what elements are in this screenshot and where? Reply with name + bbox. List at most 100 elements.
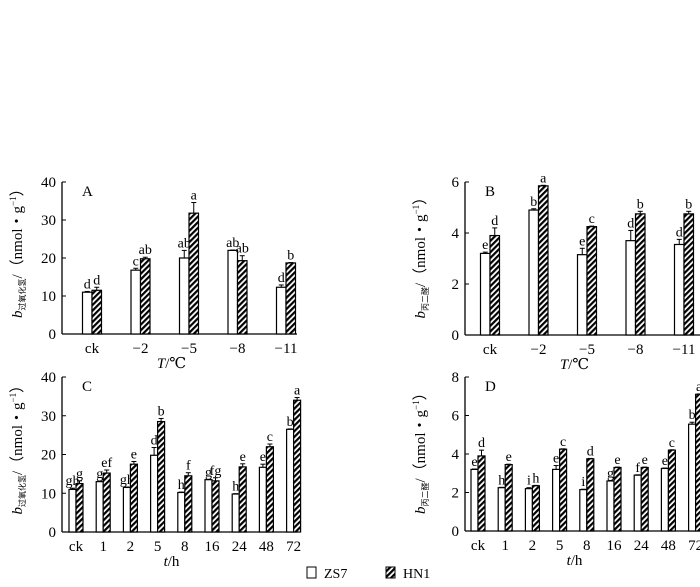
x-tick-label: 48 [259,539,274,555]
significance-letter: e [579,234,585,249]
significance-letter: e [471,455,477,470]
x-axis-label: t/h [164,554,180,570]
x-axis-label: t/h [567,553,583,569]
significance-letter: d [151,434,158,449]
y-axis-label: b过氧化氢/（nmol・g−1） [8,181,27,318]
bar-zs7 [150,454,159,533]
significance-letter: d [278,271,285,286]
x-tick-label: 8 [181,539,189,555]
significance-letter: e [553,452,559,467]
bar-zs7 [95,481,104,533]
bar-zs7 [204,479,213,533]
significance-letter: ab [236,242,249,257]
bar-zs7 [479,252,491,336]
bar-hn1 [477,455,486,532]
significance-letter: b [637,197,644,212]
significance-letter: a [540,171,547,186]
panel-c: 010203040Cckghg1gef2ghe5db8hf16gfg24he48… [8,370,302,570]
x-tick-label: 16 [607,538,623,554]
bar-hn1 [236,260,248,335]
bar-hn1 [537,185,549,336]
x-tick-label: 1 [501,538,509,554]
bar-zs7 [528,209,540,336]
x-tick-label: ck [471,538,486,554]
y-tick-label: 40 [41,175,56,191]
y-tick-label: 0 [452,328,460,344]
y-tick-label: 40 [41,370,56,386]
bar-zs7 [579,489,588,532]
bar-zs7 [130,269,142,335]
bar-zs7 [122,486,132,533]
significance-letter: c [267,430,273,445]
x-tick-label: 16 [205,539,221,555]
legend: ZS7 HN1 [306,566,430,582]
x-tick-label: 24 [232,539,248,555]
significance-letter: d [93,273,100,288]
bar-hn1 [139,258,151,335]
significance-letter: e [131,447,137,462]
x-tick-label: 48 [661,538,676,554]
y-axis-label: b丙二醛/（nmol・g−1） [411,385,430,514]
significance-letter: c [589,212,595,227]
bar-zs7 [227,249,239,335]
significance-letter: h [232,480,239,495]
x-tick-label: 72 [286,539,301,555]
significance-letter: e [482,238,488,253]
bar-zs7 [68,488,77,533]
bar-zs7 [177,491,186,533]
bar-hn1 [211,480,220,533]
bar-zs7 [687,423,697,532]
bar-zs7 [576,254,588,336]
significance-letter: a [294,384,301,399]
bar-zs7 [258,466,267,533]
x-tick-label: −5 [579,342,595,358]
significance-letter: c [669,436,675,451]
x-tick-label: 2 [529,538,537,554]
significance-letter: b [287,249,294,264]
bar-hn1 [489,234,501,336]
y-tick-label: 2 [452,486,460,502]
y-tick-label: 6 [452,175,460,191]
x-tick-label: −11 [673,342,696,358]
bar-zs7 [625,240,637,336]
bar-zs7 [275,286,287,335]
significance-letter: d [587,444,594,459]
significance-letter: f [635,461,640,476]
legend-label-hn1: HN1 [403,567,430,582]
significance-letter: b [685,197,692,212]
significance-letter: h [178,478,185,493]
x-tick-label: 24 [634,538,650,554]
significance-letter: a [696,380,700,395]
bar-hn1 [586,458,595,532]
significance-letter: e [642,453,648,468]
significance-letter: b [287,415,294,430]
bar-zs7 [633,474,642,532]
x-tick-label: ck [85,341,100,357]
x-tick-label: 72 [688,538,700,554]
significance-letter: f [186,459,191,474]
x-tick-label: −11 [275,341,298,357]
significance-letter: e [662,454,668,469]
y-tick-label: 4 [452,226,460,242]
x-tick-label: 5 [556,538,564,554]
significance-letter: i [581,475,585,490]
significance-letter: g [607,467,614,482]
bar-hn1 [531,485,541,532]
significance-letter: ab [178,236,191,251]
x-tick-label: 2 [127,539,135,555]
significance-letter: a [191,189,198,204]
x-axis-label: T/℃ [560,357,589,373]
bar-hn1 [613,466,622,532]
bar-hn1 [75,482,84,533]
x-axis-label: T/℃ [157,356,186,372]
bar-hn1 [293,399,302,533]
panel-label: D [485,379,496,395]
bar-hn1 [640,466,649,532]
bar-hn1 [558,448,568,532]
y-tick-label: 2 [452,277,460,293]
bar-hn1 [667,449,677,532]
bar-hn1 [188,212,200,335]
